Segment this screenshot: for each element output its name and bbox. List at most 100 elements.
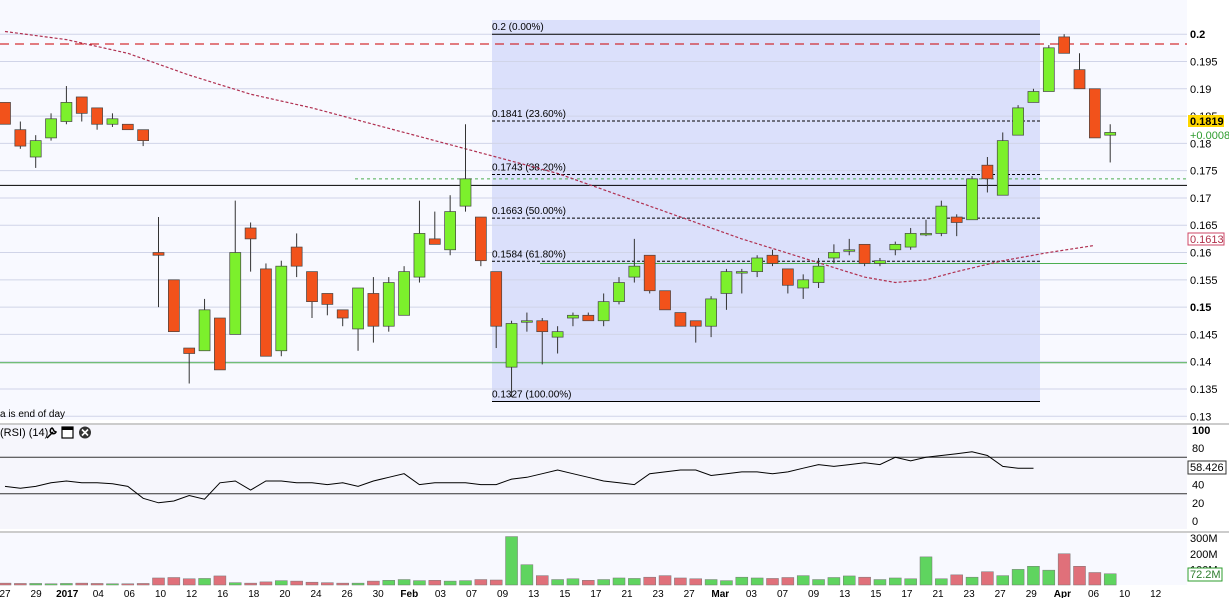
candle-body (766, 254, 779, 264)
date-tick-label: 27 (995, 589, 1007, 598)
candle-body (1012, 107, 1024, 136)
date-tick-label: Apr (1054, 589, 1071, 598)
rsi-tick-label: 100 (1192, 425, 1210, 437)
volume-bar (520, 564, 534, 586)
rsi-line (4, 451, 1034, 504)
date-tick-label: 15 (870, 589, 882, 598)
volume-bar (106, 583, 119, 586)
candle-body (828, 252, 840, 259)
rsi-tick-label: 20 (1192, 498, 1204, 510)
fibonacci-levels: 0.2 (0.00%) 0.1841 (23.60%) 0.1743 (38.20%… (492, 22, 1040, 403)
candle-body (966, 178, 978, 221)
rsi-toolbar: (RSI) (14) (0, 426, 91, 439)
candle-body (198, 309, 211, 352)
volume-bar (812, 579, 825, 586)
candle-body (14, 129, 27, 147)
volume-tick-label: 200M (1190, 549, 1218, 561)
date-tick-label: 18 (248, 589, 260, 598)
volume-bar (873, 579, 887, 586)
volume-bar (750, 577, 764, 586)
candle-body (904, 233, 917, 248)
candle-body (183, 347, 196, 354)
candle-body (137, 129, 149, 141)
date-tick-label: Mar (711, 589, 729, 598)
volume-bar (182, 578, 196, 586)
volume-bar (413, 580, 426, 586)
date-tick-label: 27 (684, 589, 696, 598)
volume-bar (935, 578, 948, 586)
fib-label: 0.1743 (38.20%) (492, 162, 566, 173)
candle-body (152, 252, 165, 256)
window-icon[interactable] (61, 426, 74, 439)
price-change: +0.0008 (1190, 130, 1229, 142)
fib-region (492, 20, 1040, 402)
candle-body (1027, 91, 1040, 103)
volume-bar (981, 571, 994, 586)
volume-bar (213, 575, 227, 586)
candle-body (935, 205, 948, 234)
moving-average (4, 30, 1095, 284)
volume-bar (766, 578, 779, 586)
candle-body (582, 314, 595, 322)
price-tick-label: 0.13 (1190, 411, 1211, 423)
ma-value-tag: 0.1613 (1187, 232, 1225, 246)
candle-body (720, 271, 733, 294)
volume-bar (919, 556, 933, 586)
price-tick-label: 0.145 (1190, 329, 1218, 341)
candle-body (705, 298, 717, 327)
rsi-label: (RSI) (14) (0, 427, 48, 439)
volume-bar (1103, 573, 1117, 586)
volume-bar (428, 580, 442, 586)
candle-body (843, 249, 856, 252)
volume-bar (351, 582, 365, 586)
volume-bar (167, 577, 181, 586)
candle-body (674, 312, 687, 327)
candle-body (521, 320, 533, 323)
volume-bar (628, 578, 641, 586)
candle-body (367, 293, 380, 327)
candle-body (812, 265, 825, 283)
candle-body (613, 282, 625, 302)
candle-body (60, 102, 73, 122)
candle-body (536, 320, 549, 333)
volume-bar (198, 578, 211, 586)
candle-body (996, 140, 1009, 196)
date-tick-label: 13 (839, 589, 851, 598)
candle-body (781, 268, 794, 286)
date-tick-label: 21 (621, 589, 633, 598)
volume-bar (489, 579, 503, 586)
candle-body (336, 309, 349, 319)
volume-bar (336, 582, 349, 586)
rsi-tick-label: 0 (1192, 516, 1198, 528)
volume-bar (44, 583, 58, 586)
volume-bar (551, 579, 564, 586)
volume-bar (29, 583, 42, 586)
candle-body (505, 323, 518, 368)
price-tick-label: 0.18 (1190, 138, 1211, 150)
volume-bar (259, 581, 273, 586)
candle-body (413, 233, 426, 278)
data-note: a is end of day (0, 409, 65, 420)
candle-body (643, 254, 656, 292)
candle-body (290, 246, 303, 267)
candle-body (444, 211, 456, 251)
wrench-icon[interactable] (45, 426, 58, 439)
rsi-tick-label: 80 (1192, 443, 1204, 455)
price-tick-label: 0.19 (1190, 84, 1211, 96)
fib-label: 0.1841 (23.60%) (492, 109, 566, 120)
volume-bar (290, 580, 303, 586)
price-tick-label: 0.195 (1190, 56, 1218, 68)
candle-body (490, 271, 503, 327)
volume-bar (566, 578, 580, 586)
volume-bar (397, 579, 411, 586)
candle-body (751, 257, 764, 272)
candle-body (597, 301, 610, 322)
candle-body (352, 287, 364, 330)
date-tick-label: 17 (901, 589, 913, 598)
candle-body (0, 102, 11, 125)
volume-tick-label: 300M (1190, 533, 1218, 545)
close-icon[interactable] (79, 426, 91, 439)
candle-body (29, 140, 42, 158)
date-tick-label: 16 (217, 589, 229, 598)
candle-body (1088, 88, 1101, 139)
